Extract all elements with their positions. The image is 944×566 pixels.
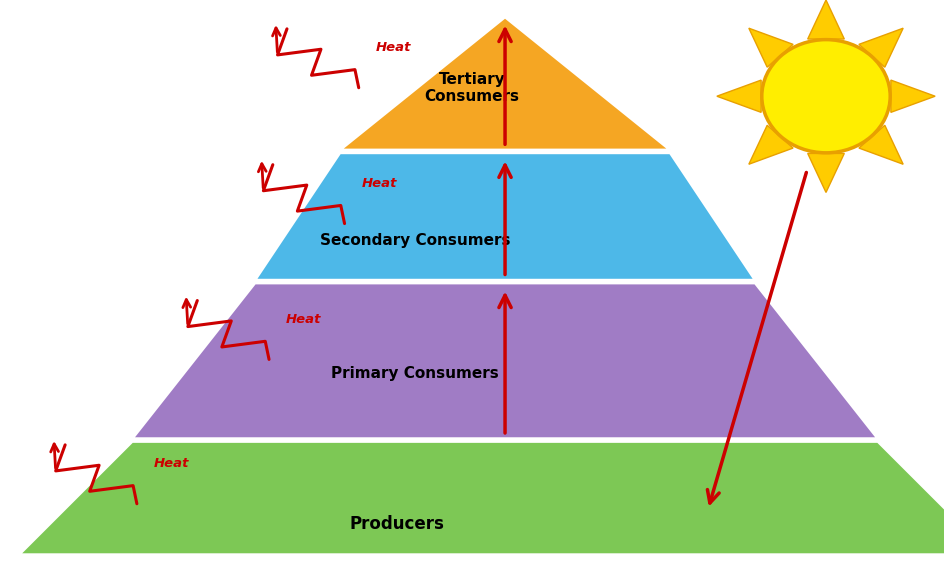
Polygon shape: [808, 0, 844, 39]
Polygon shape: [859, 125, 903, 164]
Text: Heat: Heat: [286, 312, 322, 325]
Polygon shape: [808, 153, 844, 192]
Text: Heat: Heat: [362, 177, 397, 190]
Polygon shape: [716, 80, 761, 113]
Text: Primary Consumers: Primary Consumers: [331, 366, 499, 381]
Text: Secondary Consumers: Secondary Consumers: [320, 233, 511, 248]
Polygon shape: [859, 28, 903, 67]
Polygon shape: [749, 28, 793, 67]
Polygon shape: [132, 283, 878, 439]
Polygon shape: [255, 153, 755, 280]
Polygon shape: [19, 441, 944, 555]
Polygon shape: [749, 125, 793, 164]
Text: Heat: Heat: [376, 41, 412, 54]
Text: Producers: Producers: [349, 514, 444, 533]
Polygon shape: [340, 17, 670, 150]
Polygon shape: [891, 80, 936, 113]
Text: Heat: Heat: [154, 457, 190, 470]
Text: Tertiary
Consumers: Tertiary Consumers: [425, 71, 519, 104]
Ellipse shape: [762, 40, 890, 153]
